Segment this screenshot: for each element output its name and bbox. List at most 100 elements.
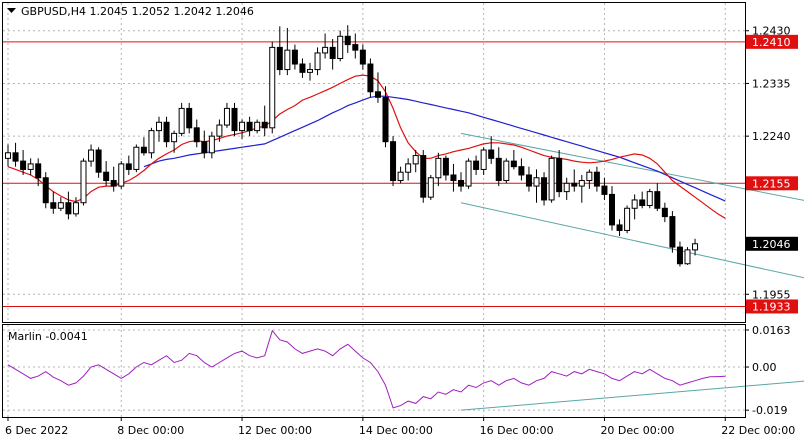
candle-body bbox=[42, 177, 49, 204]
indicator-panel-frame bbox=[2, 324, 746, 418]
candle bbox=[299, 58, 306, 78]
candle-body bbox=[231, 107, 238, 132]
candle bbox=[510, 150, 517, 170]
y-tick-label: 1.2240 bbox=[752, 130, 791, 143]
indicator-trend-line bbox=[460, 380, 804, 411]
candle bbox=[548, 155, 555, 203]
candle-body bbox=[571, 182, 578, 187]
candle-body bbox=[103, 171, 110, 182]
candle-body bbox=[480, 149, 487, 170]
candle bbox=[586, 169, 593, 189]
candle-body bbox=[50, 202, 57, 209]
candle-body bbox=[57, 202, 64, 209]
candle bbox=[556, 150, 563, 198]
candle-body bbox=[397, 171, 404, 182]
candle bbox=[593, 166, 600, 192]
candle-body bbox=[20, 160, 27, 170]
candle-body bbox=[239, 121, 246, 132]
candle bbox=[495, 147, 502, 187]
candle bbox=[442, 155, 449, 181]
candle-body bbox=[541, 177, 548, 201]
x-tick-label: 20 Dec 00:00 bbox=[600, 424, 674, 437]
candle-body bbox=[624, 207, 631, 231]
candle bbox=[261, 105, 268, 137]
channel-trend-line bbox=[460, 132, 804, 201]
candle bbox=[118, 161, 125, 189]
candle bbox=[631, 194, 638, 220]
candle-body bbox=[208, 135, 215, 154]
chart-header-title: GBPUSD,H4 1.2045 1.2052 1.2042 1.2046 bbox=[21, 5, 254, 18]
candle bbox=[171, 130, 178, 153]
current-price-label: 1.2046 bbox=[752, 238, 791, 251]
candle-body bbox=[193, 127, 200, 143]
candle bbox=[390, 136, 397, 187]
candle bbox=[352, 33, 359, 59]
candle-body bbox=[88, 149, 95, 162]
x-tick-label: 16 Dec 00:00 bbox=[480, 424, 554, 437]
candle bbox=[359, 44, 366, 70]
candle bbox=[231, 102, 238, 137]
candle-body bbox=[269, 46, 276, 129]
candle-body bbox=[261, 121, 268, 129]
channel-trend-line bbox=[460, 202, 804, 279]
candle-body bbox=[140, 146, 147, 154]
candle-body bbox=[435, 157, 442, 179]
candle-body bbox=[5, 152, 11, 159]
candle-body bbox=[216, 124, 223, 137]
candle bbox=[110, 166, 117, 192]
candle bbox=[133, 144, 140, 173]
candle bbox=[307, 62, 313, 81]
candle-body bbox=[201, 141, 208, 154]
candle-body bbox=[367, 63, 374, 93]
candle bbox=[639, 191, 646, 209]
candle-body bbox=[110, 180, 117, 187]
candle bbox=[578, 174, 585, 203]
candle bbox=[684, 247, 691, 265]
candle bbox=[329, 39, 336, 70]
candle-body bbox=[314, 52, 321, 71]
candle-body bbox=[692, 243, 699, 251]
candle-body bbox=[35, 163, 42, 179]
candle bbox=[465, 158, 472, 189]
candle bbox=[20, 150, 27, 175]
candle-body bbox=[223, 107, 230, 126]
candle-body bbox=[616, 224, 623, 231]
price-level-label: 1.1933 bbox=[752, 300, 791, 313]
candle-body bbox=[133, 146, 140, 170]
candle-body bbox=[291, 49, 298, 65]
main-panel-frame bbox=[2, 2, 746, 323]
candle bbox=[541, 172, 548, 206]
candle-body bbox=[27, 163, 34, 170]
candle bbox=[337, 30, 344, 62]
candle bbox=[473, 155, 480, 175]
candle bbox=[284, 27, 291, 76]
candle-body bbox=[276, 46, 283, 71]
candle-body bbox=[518, 166, 525, 176]
candle-body bbox=[344, 35, 351, 46]
candle bbox=[314, 47, 321, 76]
price-level-label: 1.2410 bbox=[752, 36, 791, 49]
candle-body bbox=[125, 163, 132, 170]
y-tick-label: 0.0163 bbox=[752, 324, 791, 337]
candle-body bbox=[118, 163, 125, 187]
candle-body bbox=[390, 141, 397, 182]
fast-moving-average bbox=[7, 74, 726, 219]
candle bbox=[246, 116, 253, 137]
candle-body bbox=[80, 160, 87, 204]
candle bbox=[148, 127, 155, 159]
candle bbox=[12, 142, 19, 167]
candle bbox=[208, 131, 215, 159]
candle bbox=[27, 158, 34, 175]
candle-body bbox=[548, 157, 555, 201]
symbol-dropdown-icon[interactable] bbox=[7, 8, 16, 13]
candle bbox=[367, 58, 374, 98]
candle bbox=[156, 116, 162, 142]
candle-body bbox=[563, 182, 570, 193]
marlin-line bbox=[7, 329, 726, 409]
candle-body bbox=[72, 202, 79, 215]
candle bbox=[125, 155, 132, 175]
candle bbox=[488, 136, 495, 164]
candle-body bbox=[382, 96, 389, 143]
candle bbox=[563, 177, 570, 200]
current-price-tag bbox=[746, 236, 798, 251]
